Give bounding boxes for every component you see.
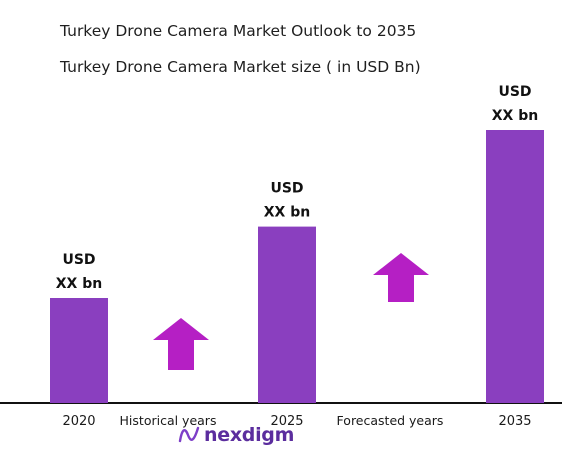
growth-arrow-icon	[373, 253, 429, 302]
bar-value-label: USD	[62, 252, 95, 268]
chart-title: Turkey Drone Camera Market Outlook to 20…	[60, 22, 417, 40]
bar-value-label: XX bn	[56, 276, 102, 292]
bar-2020	[50, 298, 108, 403]
growth-arrow-icon	[153, 318, 209, 370]
x-tick-label-2035: 2035	[498, 414, 531, 429]
x-tick-label-2025: 2025	[270, 414, 303, 429]
x-tick-label-2020: 2020	[62, 414, 95, 429]
bar-value-label: USD	[270, 181, 303, 197]
period-label: Forecasted years	[337, 413, 444, 428]
bar-2035	[486, 130, 544, 403]
bar-value-label: XX bn	[264, 205, 310, 221]
bar-value-label: USD	[498, 84, 531, 100]
bar-value-label: XX bn	[492, 108, 538, 124]
brand-logo: nexdigm	[178, 424, 294, 446]
logo-text: nexdigm	[204, 424, 295, 446]
chart-subtitle: Turkey Drone Camera Market size ( in USD…	[60, 58, 421, 76]
bar-2025	[258, 226, 316, 403]
nexdigm-wave-logo-icon	[178, 426, 200, 443]
period-label: Historical years	[120, 413, 217, 428]
